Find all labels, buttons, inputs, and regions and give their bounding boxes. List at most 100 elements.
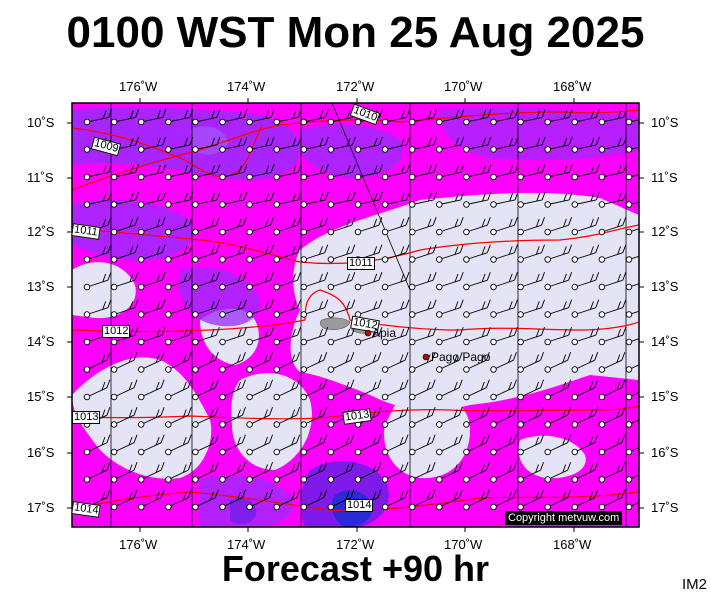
- wind-barb-feather: [210, 218, 215, 228]
- wind-station: [625, 366, 633, 373]
- wind-barb: [466, 497, 487, 508]
- wind-barb-feather: [481, 328, 486, 338]
- wind-barb-feather: [595, 299, 600, 308]
- wind-station: [408, 201, 416, 208]
- wind-barb-feather: [508, 354, 512, 363]
- wind-barb-feather: [562, 301, 567, 310]
- wind-barb: [276, 199, 299, 205]
- wind-barb: [168, 414, 189, 425]
- wind-barb: [520, 199, 543, 205]
- wind-barb-feather: [568, 327, 573, 336]
- wind-station: [192, 476, 199, 483]
- wind-station: [137, 118, 145, 126]
- wind-station: [246, 338, 253, 346]
- wind-station: [300, 476, 308, 483]
- wind-station: [598, 476, 606, 483]
- wind-station: [83, 476, 91, 483]
- wind-station: [625, 503, 633, 511]
- wind-barb-feather: [590, 110, 595, 119]
- wind-barb-feather: [595, 164, 600, 173]
- wind-barb: [628, 146, 639, 150]
- wind-station: [381, 503, 389, 511]
- wind-station: [436, 283, 443, 291]
- wind-barb-feather: [135, 109, 140, 118]
- rain-area-violet: [72, 200, 193, 261]
- wind-barb-feather: [568, 272, 573, 281]
- wind-barb-feather: [350, 434, 355, 443]
- wind-barb-feather: [135, 164, 140, 173]
- wind-station: [517, 393, 524, 401]
- wind-barb-feather: [129, 192, 134, 202]
- wind-station: [381, 393, 389, 401]
- wind-barb: [86, 252, 109, 260]
- wind-station: [354, 173, 362, 181]
- wind-barb-feather: [617, 246, 622, 255]
- wind-barb-feather: [459, 244, 464, 253]
- wind-station: [408, 503, 416, 511]
- wind-barb: [601, 497, 623, 508]
- wind-barb-feather: [432, 272, 437, 281]
- wind-barb-feather: [133, 489, 138, 498]
- wind-barb-feather: [215, 217, 220, 226]
- wind-barb-feather: [455, 137, 459, 147]
- wind-barb-feather: [324, 272, 329, 281]
- wind-station: [625, 118, 633, 126]
- wind-station: [300, 283, 308, 291]
- wind-barb-feather: [243, 217, 247, 226]
- wind-barb-feather: [594, 434, 599, 443]
- wind-barb-feather: [297, 327, 302, 336]
- wind-station: [165, 503, 172, 511]
- wind-barb-feather: [379, 136, 383, 146]
- wind-station: [192, 118, 199, 126]
- wind-station: [192, 146, 199, 153]
- wind-barb: [384, 359, 406, 370]
- wind-station: [246, 393, 253, 401]
- wind-station: [83, 173, 91, 181]
- wind-barb-feather: [562, 491, 567, 501]
- wind-barb: [439, 144, 461, 150]
- wind-barb-feather: [404, 407, 409, 416]
- wind-station: [463, 173, 470, 181]
- wind-barb: [86, 116, 109, 123]
- wind-station: [165, 338, 172, 346]
- wind-barb-feather: [508, 246, 513, 255]
- wind-barb-feather: [264, 491, 268, 501]
- wind-barb: [249, 497, 270, 508]
- wind-station: [463, 366, 470, 373]
- wind-barb: [303, 279, 325, 288]
- wind-barb-feather: [269, 379, 273, 388]
- wind-station: [544, 476, 551, 483]
- wind-barb-feather: [291, 409, 296, 418]
- wind-barb-feather: [243, 327, 247, 336]
- wind-station: [381, 311, 389, 318]
- wind-station: [192, 283, 199, 291]
- wind-barb-feather: [319, 301, 323, 310]
- wind-barb: [168, 224, 190, 233]
- wind-barb-feather: [319, 165, 324, 174]
- wind-station: [463, 503, 470, 511]
- wind-barb: [113, 279, 136, 288]
- wind-barb-feather: [155, 354, 160, 363]
- wind-barb-feather: [621, 407, 626, 416]
- wind-station: [490, 256, 497, 263]
- wind-barb: [385, 199, 407, 205]
- wind-barb-feather: [426, 381, 431, 391]
- wind-barb-feather: [514, 109, 519, 118]
- wind-barb: [195, 497, 216, 508]
- wind-station: [517, 201, 524, 208]
- wind-barb: [493, 224, 515, 233]
- wind-barb-feather: [513, 352, 517, 361]
- wind-barb-feather: [508, 218, 513, 228]
- wind-barb: [574, 307, 596, 315]
- wind-barb-feather: [562, 409, 567, 418]
- wind-barb-feather: [589, 436, 594, 446]
- wind-barb-feather: [540, 434, 544, 443]
- wind-station: [165, 201, 172, 208]
- wind-barb-feather: [377, 434, 382, 443]
- wind-barb-feather: [514, 299, 518, 308]
- wind-station: [273, 503, 280, 511]
- wind-station: [219, 173, 226, 181]
- wind-station: [273, 256, 280, 263]
- wind-barb-feather: [106, 462, 111, 471]
